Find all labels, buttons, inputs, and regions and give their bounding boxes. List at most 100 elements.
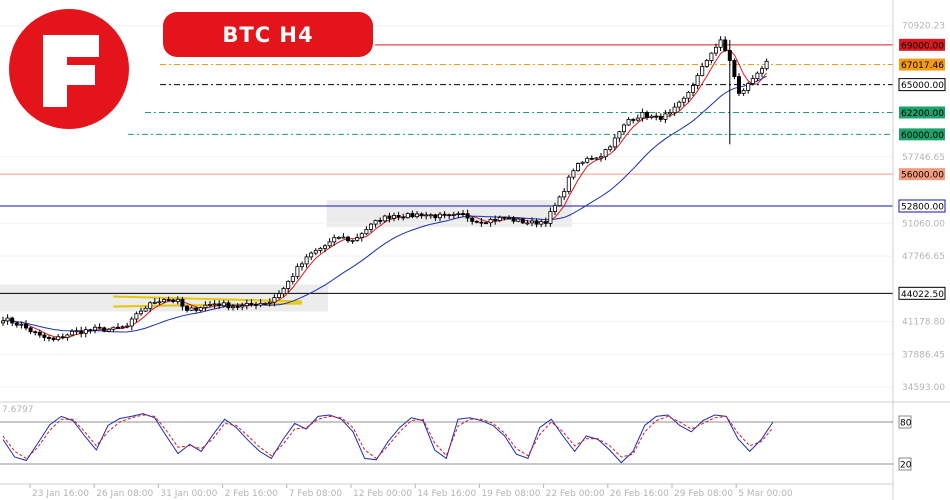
- candle-body: [557, 196, 562, 207]
- candle-body: [184, 305, 189, 311]
- candle-body: [424, 214, 429, 217]
- candle-body: [622, 124, 627, 133]
- level-label-box: [898, 199, 946, 213]
- level-label-text: 44022.50: [901, 290, 944, 300]
- oscillator-readout: 7.6797: [2, 405, 34, 415]
- candle-body: [714, 46, 719, 54]
- candle-body: [318, 247, 323, 251]
- oscillator-level-label: 80: [900, 419, 912, 429]
- candle-body: [506, 217, 511, 220]
- price-grid: [0, 25, 893, 388]
- candle-body: [350, 239, 355, 242]
- candle-body: [447, 214, 452, 217]
- candle-body: [304, 256, 309, 265]
- candle-body: [327, 241, 332, 247]
- candle-body: [419, 213, 424, 217]
- triangle-line-1: [113, 302, 303, 308]
- level-label-box: [899, 128, 945, 141]
- candle-body: [378, 219, 383, 222]
- candle-body: [42, 334, 47, 338]
- candle-body: [290, 276, 295, 282]
- candle-body: [474, 220, 479, 223]
- candle-body: [272, 297, 277, 303]
- candle-body: [258, 302, 263, 306]
- candle-body: [534, 220, 539, 225]
- candle-body: [442, 213, 447, 216]
- candle-body: [608, 146, 613, 151]
- candle-body: [207, 304, 212, 306]
- price-tick-label: 47766.65: [902, 252, 945, 262]
- candle-body: [488, 218, 493, 224]
- level-label-text: 60000.00: [901, 131, 944, 141]
- candle-body: [217, 303, 222, 307]
- candle-body: [51, 337, 56, 341]
- candle-body: [161, 299, 166, 303]
- level-label-box: [899, 58, 945, 71]
- candle-body: [681, 97, 686, 103]
- candle-body: [23, 323, 28, 329]
- candle-body: [594, 157, 599, 160]
- candle-body: [249, 302, 254, 305]
- candle-body: [60, 336, 65, 339]
- candle-body: [295, 266, 300, 278]
- candle-body: [700, 66, 705, 76]
- candle-body: [631, 119, 636, 121]
- candle-body: [470, 217, 475, 222]
- candle-body: [309, 252, 314, 258]
- candle-body: [599, 156, 604, 159]
- candle-body: [626, 119, 631, 126]
- time-tick-label: 2 Feb 16:00: [225, 489, 279, 499]
- slow-ma-line: [2, 75, 767, 333]
- price-tick-label: 51060.00: [902, 219, 945, 229]
- price-levels: 69000.00 67017.46 65000.00 62200.00 60000.00…: [0, 38, 946, 300]
- stochastic-oscillator: 80 20 7.6797: [0, 401, 950, 471]
- candle-body: [405, 213, 410, 219]
- candle-body: [750, 78, 755, 84]
- candle-body: [83, 329, 88, 334]
- price-tick-label: 41178.80: [902, 318, 945, 328]
- candle-body: [74, 330, 79, 333]
- candle-body: [548, 211, 553, 224]
- triangle-pattern: [113, 295, 303, 308]
- candle-body: [0, 320, 6, 324]
- candle-body: [263, 302, 268, 305]
- candle-body: [175, 298, 180, 302]
- time-tick-label: 23 Jan 16:00: [32, 489, 89, 499]
- candle-body: [253, 304, 258, 306]
- candle-body: [391, 215, 396, 219]
- candle-body: [387, 215, 392, 219]
- candle-body: [410, 213, 415, 218]
- time-tick-label: 12 Feb 00:00: [353, 489, 412, 499]
- level-label-text: 52800.00: [901, 202, 944, 212]
- candle-body: [120, 326, 125, 329]
- time-tick-label: 22 Feb 00:00: [546, 489, 605, 499]
- candle-body: [737, 76, 742, 94]
- candle-body: [617, 131, 622, 139]
- time-tick-label: 7 Feb 08:00: [289, 489, 343, 499]
- candle-body: [79, 330, 84, 334]
- time-axis: 23 Jan 16:00 26 Jan 08:00 31 Jan 00:00 2 Fe…: [0, 483, 893, 499]
- candle-body: [668, 112, 673, 115]
- candle-body: [93, 326, 98, 331]
- logo-f-glyph: [43, 35, 99, 107]
- candle-body: [456, 213, 461, 215]
- symbol-badge: BTC H4: [163, 12, 373, 57]
- candle-body: [755, 72, 760, 79]
- candle-body: [695, 75, 700, 86]
- triangle-line-0: [113, 295, 303, 303]
- candle-body: [645, 111, 650, 119]
- candle-body: [414, 213, 419, 218]
- candle-body: [336, 236, 341, 239]
- price-tick-label: 37886.45: [902, 350, 945, 360]
- candle-body: [732, 60, 737, 77]
- candle-body: [401, 216, 406, 219]
- price-tick-label: 70920.23: [902, 22, 945, 32]
- candle-body: [635, 117, 640, 121]
- candle-body: [203, 304, 208, 309]
- candle-body: [125, 325, 130, 328]
- candle-body: [14, 322, 19, 326]
- time-tick-label: 26 Feb 16:00: [610, 489, 669, 499]
- candle-body: [543, 221, 548, 224]
- candle-body: [37, 331, 42, 336]
